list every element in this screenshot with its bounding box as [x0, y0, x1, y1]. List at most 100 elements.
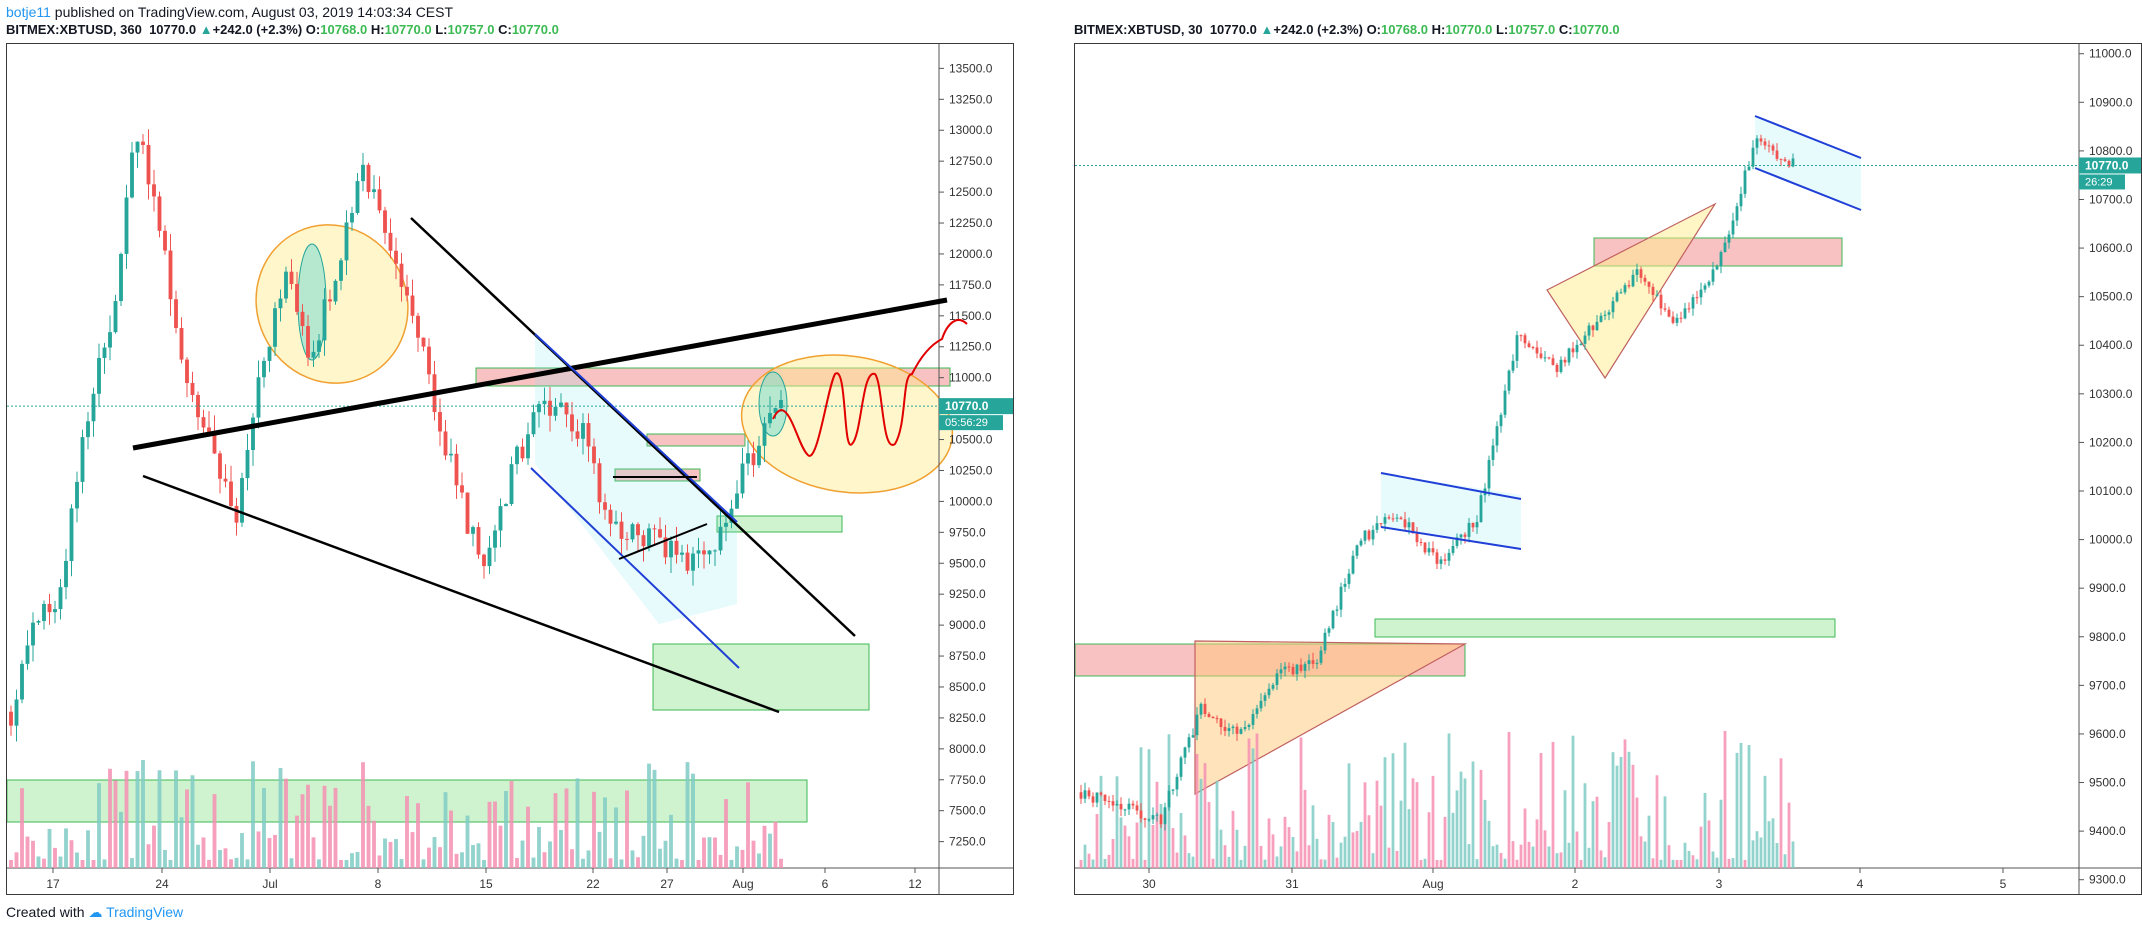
candle-body — [702, 550, 706, 555]
teal-ellipse-right — [758, 371, 788, 437]
volume-bar — [179, 817, 184, 868]
candle-body — [1299, 664, 1303, 671]
volume-bar — [1247, 738, 1251, 868]
volume-bar — [317, 859, 321, 868]
volume-bar — [267, 838, 272, 868]
change: +242.0 (+2.3%) — [1273, 22, 1363, 37]
candle-body — [1547, 357, 1551, 359]
publish-text: published on TradingView.com, August 03,… — [54, 4, 454, 20]
candle-body — [1619, 292, 1623, 294]
candle-body — [152, 184, 156, 197]
candle-body — [262, 360, 266, 378]
candle-body — [1595, 321, 1599, 331]
candle-body — [179, 328, 184, 360]
volume-bar — [641, 835, 646, 868]
volume-bar — [1527, 841, 1531, 868]
candle-body — [575, 431, 580, 439]
candle-body — [1235, 726, 1239, 734]
candle-body — [1443, 559, 1447, 561]
volume-bar — [1135, 822, 1139, 868]
volume-bar — [1575, 831, 1579, 868]
candle-body — [14, 699, 19, 726]
volume-bar — [1695, 859, 1699, 868]
candle-body — [520, 446, 525, 459]
y-tick-label: 9700.0 — [2089, 678, 2126, 692]
candle-body — [603, 502, 607, 510]
volume-bar — [460, 852, 464, 868]
candle-body — [1467, 522, 1471, 537]
volume-bar — [1547, 846, 1551, 868]
candle-body — [1587, 325, 1591, 336]
candle-body — [1319, 650, 1323, 663]
candle-body — [245, 450, 250, 479]
volume-bar — [597, 831, 602, 868]
right-chart-panel[interactable]: 11000.0 10900.0 10800.0 10700.0 10600.0 10500… — [1074, 43, 2142, 895]
volume-bar — [471, 844, 475, 868]
candle-body — [1567, 348, 1571, 363]
volume-bar — [493, 801, 497, 868]
left-chart-panel[interactable]: 13500.0 13250.0 13000.0 12750.0 12500.0 12250… — [6, 43, 1014, 895]
candle-body — [1419, 542, 1423, 544]
volume-bar — [102, 859, 107, 868]
candle-body — [322, 299, 327, 341]
volume-bar — [1751, 840, 1755, 868]
candle-body — [69, 508, 74, 561]
ascending-triangle — [1194, 640, 1468, 796]
volume-bar — [1327, 814, 1331, 868]
close-value: 10770.0 — [1572, 22, 1620, 37]
candle-body — [1735, 206, 1739, 221]
volume-bar — [1159, 804, 1163, 868]
candle-body — [586, 423, 591, 447]
volume-bar — [1123, 825, 1127, 868]
volume-bar — [608, 858, 613, 868]
lower-trendline — [142, 474, 780, 714]
tradingview-link[interactable]: TradingView — [106, 904, 184, 920]
y-tick-label: 9500.0 — [949, 556, 986, 570]
candle-body — [1579, 343, 1583, 345]
candle-body — [1095, 792, 1099, 803]
candle-body — [1591, 325, 1595, 331]
candle-body — [779, 400, 783, 409]
candle-body — [1679, 317, 1683, 319]
volume-bar — [31, 840, 35, 868]
price-label: 10770.0 — [2085, 158, 2129, 172]
volume-bar — [1403, 742, 1407, 868]
volume-bar — [1511, 841, 1515, 868]
candle-body — [47, 603, 52, 613]
volume-bar — [1767, 821, 1771, 868]
candle-body — [1131, 803, 1135, 806]
candle-body — [1783, 159, 1787, 161]
flag-lower-high — [1754, 167, 1862, 211]
candle-body — [1391, 518, 1395, 520]
volume-bar — [1387, 847, 1391, 868]
volume-bar — [91, 859, 96, 868]
candle-body — [1287, 666, 1291, 668]
candle-body — [1475, 522, 1479, 528]
volume-bar — [42, 858, 46, 868]
candle-body — [1751, 147, 1755, 167]
volume-bar — [1451, 812, 1455, 868]
volume-bar — [361, 762, 365, 868]
volume-bar — [289, 858, 294, 868]
right-chart-svg[interactable]: 11000.0 10900.0 10800.0 10700.0 10600.0 10500… — [1074, 44, 2141, 894]
candle-body — [1147, 819, 1151, 821]
y-tick-label: 9250.0 — [949, 587, 986, 601]
volume-bar — [570, 849, 574, 868]
candle-body — [1479, 495, 1483, 523]
candle-body — [311, 351, 316, 358]
volume-bar — [1199, 778, 1203, 868]
volume-bar — [1743, 859, 1747, 868]
author-link[interactable]: botje11 — [6, 4, 51, 20]
candle-body — [1523, 335, 1527, 344]
volume-bar — [773, 821, 778, 868]
volume-bar — [53, 847, 57, 868]
volume-bar — [1211, 858, 1215, 868]
volume-bar — [680, 859, 684, 868]
candle-body — [1311, 660, 1315, 664]
volume-bar — [1131, 858, 1135, 868]
left-chart-svg[interactable]: 13500.0 13250.0 13000.0 12750.0 12500.0 12250… — [6, 44, 1013, 894]
volume-bar — [1343, 836, 1347, 868]
y-tick-label: 9400.0 — [2089, 824, 2126, 838]
candle-body — [1159, 814, 1163, 825]
candle-body — [1219, 718, 1223, 728]
